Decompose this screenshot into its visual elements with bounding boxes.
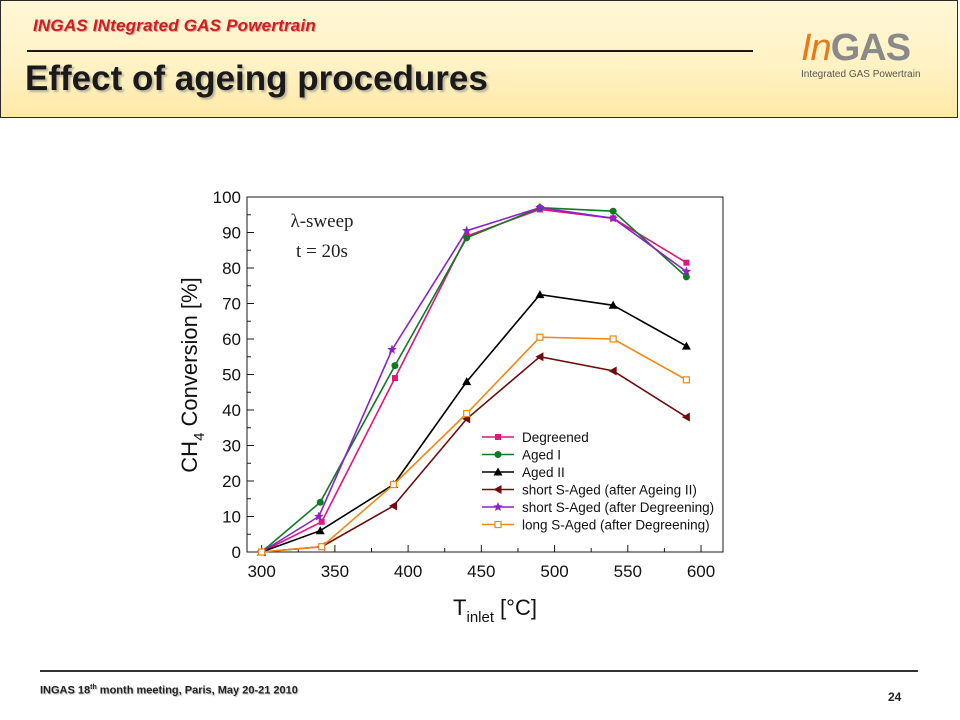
legend-label: short S-Aged (after Ageing II) [522, 483, 697, 498]
y-axis: 0 10 20 30 40 50 60 70 80 90 100 [213, 188, 254, 562]
data-point [461, 225, 472, 235]
x-axis-label: Tinlet [°C] [453, 595, 537, 626]
footer-meeting-prefix: INGAS 18 [40, 684, 91, 697]
legend-label: long S-Aged (after Degreening) [522, 518, 710, 533]
footer-meeting-sup: th [90, 684, 97, 691]
y-tick-label: 90 [222, 224, 241, 243]
logo-wordmark: InGAS [801, 27, 911, 70]
x-axis-label-sub: inlet [467, 609, 495, 626]
data-point [318, 518, 325, 525]
y-tick-label: 20 [222, 472, 241, 491]
data-point [682, 273, 690, 281]
y-axis-label-sub: 4 [191, 433, 208, 441]
data-point [609, 207, 617, 215]
x-tick-label: 600 [687, 562, 715, 581]
x-tick-label: 450 [467, 562, 495, 581]
data-point [462, 377, 472, 386]
data-point [318, 543, 326, 551]
data-point [681, 341, 691, 350]
data-point [258, 548, 266, 556]
data-point [388, 501, 397, 511]
legend-label: Aged II [522, 465, 565, 480]
data-point [535, 202, 545, 212]
data-point [391, 375, 398, 382]
data-point [387, 344, 397, 354]
data-point [608, 213, 618, 223]
x-axis-label-unit: [°C] [500, 595, 537, 620]
legend-label: short S-Aged (after Degreening) [522, 500, 714, 515]
y-tick-label: 100 [213, 188, 241, 207]
y-tick-label: 40 [222, 401, 241, 420]
y-tick-label: 30 [222, 437, 241, 456]
data-point [463, 234, 471, 242]
logo-in: In [801, 27, 832, 69]
header-rule [27, 50, 753, 52]
legend-swatch-marker [495, 434, 501, 440]
project-name: INGAS INtegrated GAS Powertrain [33, 16, 316, 35]
y-tick-label: 0 [232, 543, 241, 562]
data-point [681, 412, 690, 422]
x-axis: 300 350 400 450 500 550 600 [247, 545, 715, 581]
slide-title: Effect of ageing procedures [25, 59, 488, 98]
x-axis-label-main: T [453, 595, 466, 620]
page-number: 24 [888, 690, 902, 704]
data-point [316, 498, 324, 506]
slide-header: INGAS INtegrated GAS Powertrain Effect o… [0, 0, 958, 118]
data-point [681, 266, 692, 276]
footer-meeting-suffix: month meeting, Paris, May 20-21 2010 [96, 684, 298, 697]
data-point [315, 526, 325, 535]
x-tick-label: 350 [321, 562, 349, 581]
legend-swatch-marker [493, 502, 503, 512]
y-tick-label: 80 [222, 259, 241, 278]
legend-swatch-marker [494, 451, 502, 458]
data-point [536, 333, 544, 341]
y-tick-label: 10 [222, 508, 241, 527]
chart-legend: Degreened Aged I Aged II short S-Aged (afte… [482, 430, 714, 533]
data-point [608, 366, 617, 376]
ingas-logo: InGAS Integrated GAS Powertrain [791, 27, 951, 87]
data-point [609, 335, 617, 343]
annotation-lambda-sweep: λ-sweep [290, 211, 353, 232]
data-point [391, 362, 399, 370]
y-tick-label: 70 [222, 295, 241, 314]
y-tick-label: 60 [222, 330, 241, 349]
data-point [535, 290, 545, 299]
data-point [682, 376, 690, 384]
y-axis-label: CH4 Conversion [%] [177, 277, 208, 472]
data-point [463, 409, 471, 418]
data-point [608, 300, 618, 309]
data-point [389, 480, 398, 489]
ch4-conversion-chart: 0 10 20 30 40 50 60 70 80 90 100 300 350 400 450 500 55… [177, 188, 724, 626]
x-tick-label: 400 [394, 562, 422, 581]
footer-meeting: INGAS 18th month meeting, Paris, May 20-… [40, 684, 298, 697]
x-tick-label: 300 [247, 562, 275, 581]
legend-label: Degreened [522, 430, 589, 445]
x-tick-label: 550 [614, 562, 642, 581]
x-tick-label: 500 [540, 562, 568, 581]
series-markers [256, 202, 692, 557]
annotation-time: t = 20s [296, 241, 348, 262]
legend-swatch-marker [493, 467, 503, 476]
legend-swatch-marker [493, 485, 502, 494]
legend-swatch-marker [494, 520, 502, 529]
y-tick-label: 50 [222, 366, 241, 385]
data-point [683, 259, 690, 266]
data-point [314, 511, 324, 521]
data-point [535, 352, 544, 362]
footer-rule [40, 670, 918, 672]
logo-gas: GAS [830, 27, 911, 69]
y-axis-label-rest: Conversion [%] [177, 277, 202, 432]
legend-label: Aged I [522, 448, 561, 463]
logo-subtitle: Integrated GAS Powertrain [801, 69, 921, 80]
y-axis-label-main: CH [177, 441, 202, 473]
